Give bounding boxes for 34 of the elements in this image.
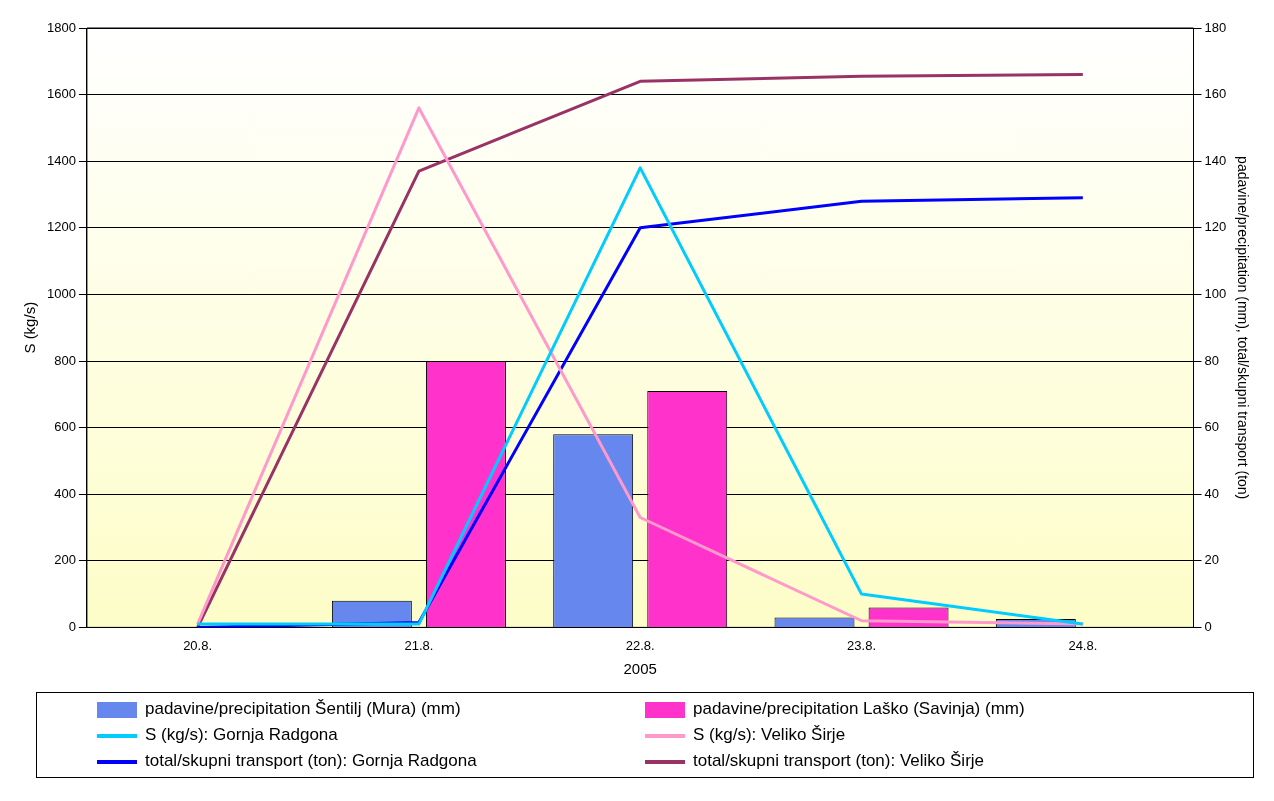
x-tick-label: 24.8. bbox=[1068, 637, 1098, 653]
y-tick-label: 400 bbox=[54, 485, 76, 501]
y-tick-label: 600 bbox=[54, 419, 76, 435]
y-tick-label: 800 bbox=[54, 352, 76, 368]
y-tick-label: 1200 bbox=[47, 219, 76, 235]
y2-tick-label: 160 bbox=[1204, 86, 1227, 102]
legend-label: padavine/precipitation Laško (Savinja) (mm) bbox=[693, 699, 1025, 718]
y-tick-label: 0 bbox=[68, 618, 76, 634]
y2-tick-label: 120 bbox=[1204, 219, 1227, 235]
x-tick-label: 21.8. bbox=[404, 637, 434, 653]
legend-label: total/skupni transport (ton): Gornja Radgona bbox=[145, 751, 477, 770]
x-tick-label: 23.8. bbox=[847, 637, 876, 653]
y-tick-label: 1600 bbox=[47, 86, 76, 102]
y-axis-title: S (kg/s) bbox=[21, 301, 39, 354]
x-tick-label: 22.8. bbox=[625, 637, 655, 653]
y-tick-label: 1400 bbox=[47, 152, 76, 168]
y-tick-label: 1000 bbox=[47, 285, 76, 301]
x-axis-title: 2005 bbox=[623, 660, 657, 678]
y-tick-label: 200 bbox=[54, 552, 76, 568]
y2-tick-label: 40 bbox=[1204, 485, 1219, 501]
y-tick-label: 1800 bbox=[47, 19, 76, 35]
y2-tick-label: 80 bbox=[1204, 352, 1219, 368]
y2-tick-label: 180 bbox=[1204, 19, 1227, 35]
y2-tick-label: 100 bbox=[1204, 285, 1227, 301]
y2-tick-label: 20 bbox=[1204, 552, 1219, 568]
legend-label: S (kg/s): Gornja Radgona bbox=[145, 725, 338, 744]
legend-label: S (kg/s): Veliko Širje bbox=[693, 725, 846, 744]
y2-tick-label: 0 bbox=[1204, 618, 1212, 634]
legend-label: padavine/precipitation Šentilj (Mura) (mm) bbox=[145, 699, 461, 718]
x-tick-label: 20.8. bbox=[183, 637, 213, 653]
y2-tick-label: 140 bbox=[1204, 152, 1227, 168]
y2-tick-label: 60 bbox=[1204, 419, 1219, 435]
y2-axis-title: padavine/precipitation (mm), total/skupni transport (ton) bbox=[1234, 156, 1251, 500]
legend-label: total/skupni transport (ton): Veliko Širje bbox=[693, 751, 985, 770]
